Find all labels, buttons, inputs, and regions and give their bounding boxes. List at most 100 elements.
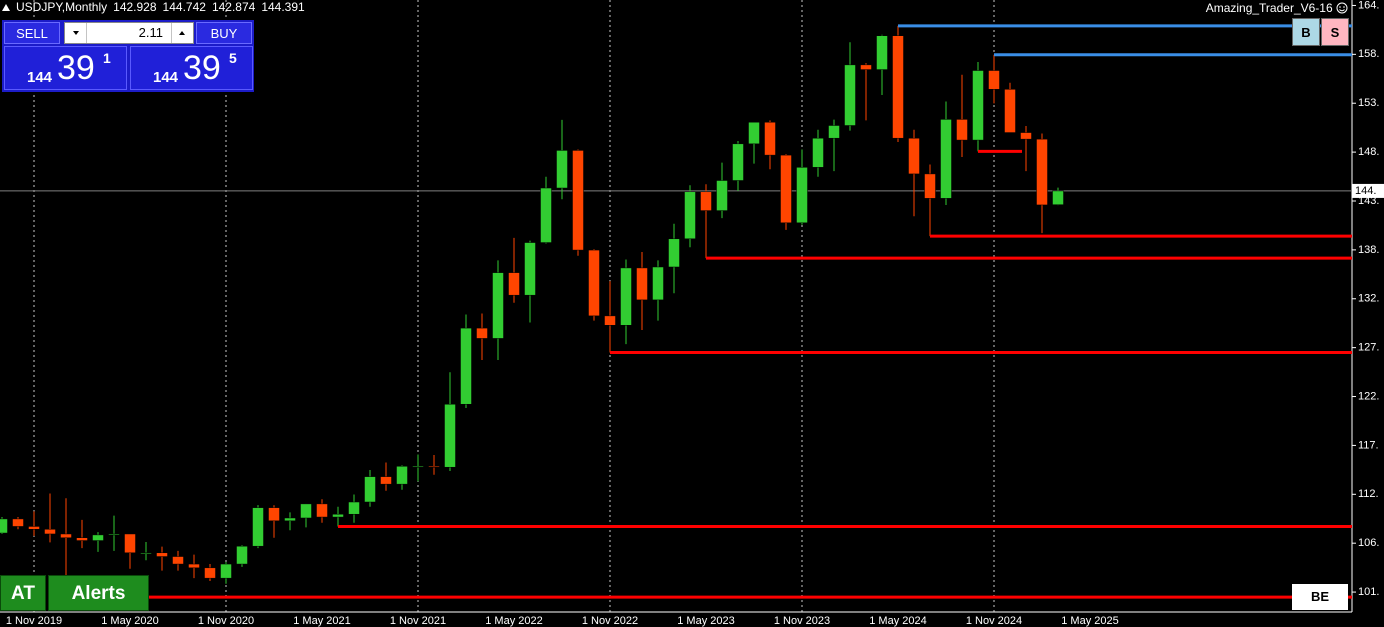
bull-candle-body: [876, 35, 888, 70]
bull-candle-body: [844, 64, 856, 126]
bull-candle-body: [828, 125, 840, 139]
bid-pips: 39: [57, 49, 95, 87]
y-tick-label: 153.: [1358, 97, 1379, 109]
b-button[interactable]: B: [1292, 18, 1320, 46]
x-tick-label: 1 Nov 2022: [582, 615, 638, 627]
bear-candle-body: [604, 315, 616, 326]
x-tick-label: 1 Nov 2021: [390, 615, 446, 627]
ohlc-low: 142.874: [211, 0, 256, 14]
lot-size-input[interactable]: 2.11: [64, 22, 194, 44]
symbol: USDJPY,Monthly: [16, 0, 108, 14]
y-tick-label: 158.: [1358, 48, 1379, 60]
y-tick-label: 148.: [1358, 146, 1379, 158]
ask-point: 5: [229, 50, 237, 66]
bear-candle-body: [124, 533, 136, 554]
lot-size-value: 2.11: [138, 25, 163, 40]
bid-big-figure: 144: [27, 69, 53, 86]
ask-price[interactable]: 144 39 5: [130, 46, 253, 90]
bull-candle-body: [332, 513, 344, 518]
at-button[interactable]: AT: [0, 575, 46, 611]
bear-candle-body: [12, 518, 24, 527]
bull-candle-body: [652, 266, 664, 301]
lot-increase-icon[interactable]: [171, 23, 193, 43]
chart-header: USDJPY,Monthly 142.928 144.742 142.874 144.3…: [2, 0, 311, 14]
bull-candle-body: [684, 191, 696, 240]
bear-candle-body: [588, 249, 600, 317]
smiley-icon: [1336, 2, 1348, 14]
ask-big-figure: 144: [153, 69, 179, 86]
y-tick-label: 132.: [1358, 293, 1379, 305]
bear-candle-body: [988, 70, 1000, 90]
bear-candle-body: [1004, 89, 1016, 133]
y-tick-label: 122.: [1358, 390, 1379, 402]
y-tick-label: 101.: [1358, 586, 1379, 598]
bull-candle-body: [140, 552, 152, 555]
x-tick-label: 1 Nov 2019: [6, 615, 62, 627]
bull-candle-body: [524, 242, 536, 296]
bear-candle-body: [1020, 132, 1032, 140]
lot-decrease-icon[interactable]: [65, 23, 87, 43]
bull-candle-body: [0, 518, 8, 534]
bear-candle-body: [28, 526, 40, 530]
bear-candle-body: [924, 173, 936, 199]
last-price-label: 144.: [1355, 185, 1376, 197]
sell-button[interactable]: SELL: [4, 22, 60, 44]
bull-candle-body: [972, 70, 984, 141]
bear-candle-body: [60, 533, 72, 538]
x-tick-label: 1 May 2021: [293, 615, 350, 627]
y-tick-label: 138.: [1358, 244, 1379, 256]
ohlc-high: 144.742: [162, 0, 206, 14]
bear-candle-body: [476, 327, 488, 339]
x-tick-label: 1 May 2023: [677, 615, 734, 627]
bear-candle-body: [956, 119, 968, 141]
x-tick-label: 1 May 2024: [869, 615, 926, 627]
ask-pips: 39: [183, 49, 221, 87]
bull-candle-body: [812, 137, 824, 168]
bear-candle-body: [172, 556, 184, 565]
bid-point: 1: [103, 50, 111, 66]
bear-candle-body: [780, 154, 792, 224]
bull-candle-body: [284, 517, 296, 522]
be-button[interactable]: BE: [1292, 584, 1348, 610]
bull-candle-body: [396, 466, 408, 485]
bear-candle-body: [1036, 138, 1048, 206]
bear-candle-body: [268, 507, 280, 522]
alerts-button[interactable]: Alerts: [48, 575, 149, 611]
bull-candle-body: [348, 501, 360, 515]
bear-candle-body: [380, 476, 392, 485]
last-price-box: [1352, 183, 1384, 198]
y-tick-label: 164.: [1358, 0, 1379, 11]
bull-candle-body: [300, 503, 312, 519]
bear-candle-body: [764, 121, 776, 156]
bear-candle-body: [76, 537, 88, 541]
buy-button[interactable]: BUY: [196, 22, 252, 44]
bull-candle-body: [556, 150, 568, 189]
bid-price[interactable]: 144 39 1: [4, 46, 127, 90]
indicator-label: Amazing_Trader_V6-16: [1206, 1, 1348, 15]
bull-candle-body: [460, 327, 472, 405]
x-tick-label: 1 Nov 2024: [966, 615, 1022, 627]
bear-candle-body: [204, 567, 216, 579]
x-tick-label: 1 Nov 2020: [198, 615, 254, 627]
bear-candle-body: [700, 191, 712, 211]
s-button[interactable]: S: [1321, 18, 1349, 46]
indicator-name: Amazing_Trader_V6-16: [1205, 1, 1333, 15]
bear-candle-body: [44, 529, 56, 535]
bull-candle-body: [364, 476, 376, 503]
bear-candle-body: [860, 64, 872, 70]
bull-candle-body: [748, 121, 760, 145]
bull-candle-body: [668, 238, 680, 268]
bear-candle-body: [572, 150, 584, 251]
bear-candle-body: [428, 466, 440, 468]
bear-candle-body: [316, 503, 328, 518]
y-tick-label: 106.: [1358, 537, 1379, 549]
bull-candle-body: [796, 167, 808, 224]
bull-candle-body: [1052, 190, 1064, 205]
bull-candle-body: [220, 563, 232, 579]
bear-candle-body: [156, 552, 168, 557]
one-click-trading-panel: SELL 2.11 BUY 144 39 1 144 39 5: [2, 20, 254, 92]
bull-candle-body: [108, 533, 120, 536]
x-tick-label: 1 May 2020: [101, 615, 158, 627]
bull-candle-body: [444, 403, 456, 468]
